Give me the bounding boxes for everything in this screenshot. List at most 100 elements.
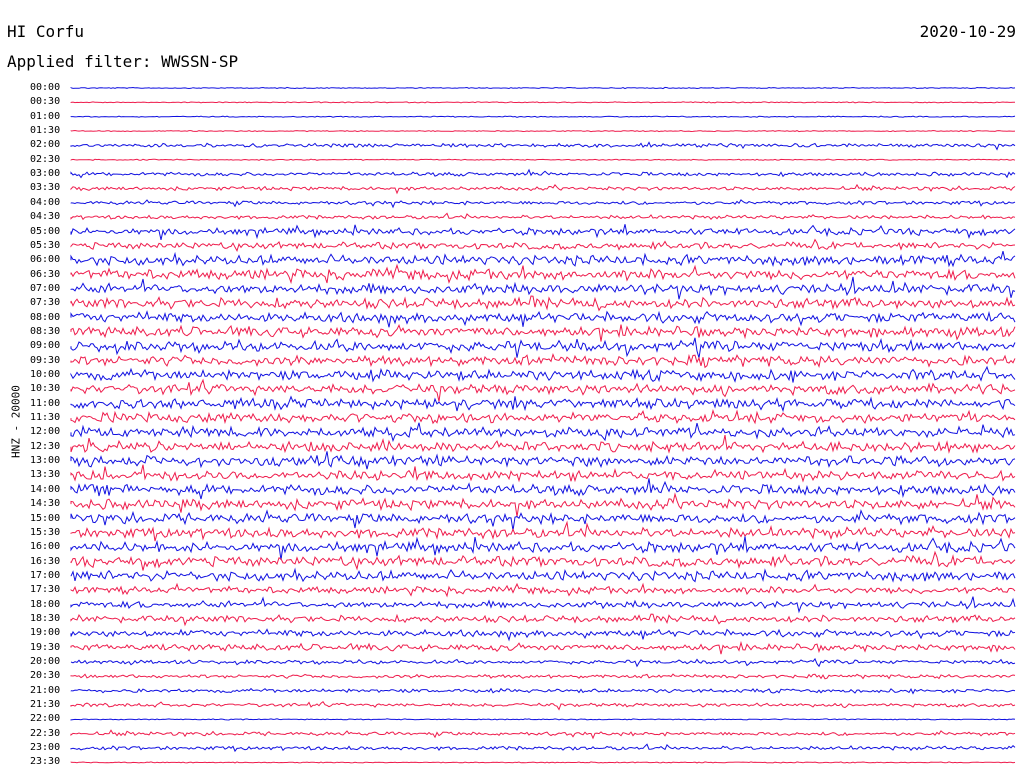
trace-row xyxy=(70,743,1016,753)
time-label: 15:30 xyxy=(30,526,61,538)
time-label: 04:00 xyxy=(30,196,61,208)
time-label: 08:30 xyxy=(30,325,61,337)
time-label: 05:30 xyxy=(30,239,61,251)
time-label: 20:00 xyxy=(30,656,61,667)
time-label: 07:00 xyxy=(30,282,61,294)
station-name: HI Corfu xyxy=(7,22,85,41)
time-label: 19:00 xyxy=(30,627,61,639)
time-label: 10:30 xyxy=(30,383,61,395)
trace-row xyxy=(70,582,1016,598)
time-label: 14:30 xyxy=(30,498,61,510)
trace-row xyxy=(70,310,1016,328)
trace-row xyxy=(70,550,1016,571)
time-label: 23:00 xyxy=(30,742,61,754)
time-label: 13:00 xyxy=(30,455,61,467)
trace-row xyxy=(70,673,1016,680)
time-label: 05:00 xyxy=(30,225,61,237)
time-label: 18:00 xyxy=(30,598,61,610)
trace-row xyxy=(70,408,1016,425)
time-label: 11:30 xyxy=(30,412,61,424)
time-label: 09:30 xyxy=(30,354,61,366)
time-label: 16:30 xyxy=(30,555,61,567)
trace-row xyxy=(70,365,1016,383)
trace-row xyxy=(70,509,1016,531)
filter-label: Applied filter: WWSSN-SP xyxy=(7,52,239,71)
time-label: 00:00 xyxy=(30,82,61,93)
trace-row xyxy=(70,158,1016,161)
trace-row xyxy=(70,536,1016,560)
trace-row xyxy=(70,640,1016,655)
time-label: 17:30 xyxy=(30,584,61,596)
time-label: 01:30 xyxy=(30,125,61,137)
time-label: 00:30 xyxy=(30,96,61,108)
trace-row xyxy=(70,478,1016,500)
trace-row xyxy=(70,115,1016,118)
time-label: 13:30 xyxy=(30,469,61,481)
time-label: 15:00 xyxy=(30,512,61,524)
time-label: 03:00 xyxy=(30,168,61,180)
trace-row xyxy=(70,378,1016,402)
trace-row xyxy=(70,657,1016,668)
time-label: 06:30 xyxy=(30,268,61,280)
trace-row xyxy=(70,567,1016,583)
time-label: 17:00 xyxy=(30,569,61,581)
time-label: 08:00 xyxy=(30,311,61,323)
trace-row xyxy=(70,212,1016,221)
trace-row xyxy=(70,729,1016,740)
trace-row xyxy=(70,101,1016,104)
trace-row xyxy=(70,263,1016,285)
time-label: 14:00 xyxy=(30,483,61,495)
trace-row xyxy=(70,464,1016,483)
time-label: 02:30 xyxy=(30,153,61,165)
time-label: 09:00 xyxy=(30,340,61,352)
time-label: 12:30 xyxy=(30,440,61,452)
trace-row xyxy=(70,434,1016,454)
time-label: 01:00 xyxy=(30,110,61,122)
trace-row xyxy=(70,700,1016,711)
record-date: 2020-10-29 xyxy=(919,22,1016,41)
trace-row xyxy=(70,224,1016,241)
trace-row xyxy=(70,422,1016,443)
time-label: 03:30 xyxy=(30,182,61,194)
trace-row xyxy=(70,250,1016,268)
time-label: 16:00 xyxy=(30,541,61,553)
trace-row xyxy=(70,492,1016,517)
time-label: 02:00 xyxy=(30,139,61,151)
time-label: 23:30 xyxy=(30,756,61,768)
trace-row xyxy=(70,238,1016,252)
trace-row xyxy=(70,761,1016,764)
trace-row xyxy=(70,352,1016,369)
time-label: 22:00 xyxy=(30,713,61,725)
trace-row xyxy=(70,337,1016,359)
time-label: 19:30 xyxy=(30,641,61,653)
trace-row xyxy=(70,613,1016,627)
trace-row xyxy=(70,276,1016,300)
trace-row xyxy=(70,199,1016,209)
trace-row xyxy=(70,168,1016,179)
trace-row xyxy=(70,183,1016,195)
time-label: 22:30 xyxy=(30,727,61,739)
time-label: 10:00 xyxy=(30,369,61,380)
trace-row xyxy=(70,141,1016,151)
trace-row xyxy=(70,129,1016,133)
time-label: 11:00 xyxy=(30,397,61,409)
time-label: 20:30 xyxy=(30,670,61,682)
trace-row xyxy=(70,295,1016,312)
time-label: 21:00 xyxy=(30,684,61,696)
trace-row xyxy=(70,451,1016,470)
trace-row xyxy=(70,687,1016,695)
trace-row xyxy=(70,628,1016,642)
trace-row xyxy=(70,324,1016,342)
trace-row xyxy=(70,596,1016,614)
time-label: 07:30 xyxy=(30,297,61,309)
time-label: 18:30 xyxy=(30,612,61,624)
trace-row xyxy=(70,86,1016,90)
trace-row xyxy=(70,520,1016,542)
trace-row xyxy=(70,718,1016,721)
time-label: 06:00 xyxy=(30,254,61,266)
time-label: 04:30 xyxy=(30,211,61,223)
trace-row xyxy=(70,395,1016,413)
time-label: 12:00 xyxy=(30,426,61,438)
time-label: 21:30 xyxy=(30,699,61,711)
